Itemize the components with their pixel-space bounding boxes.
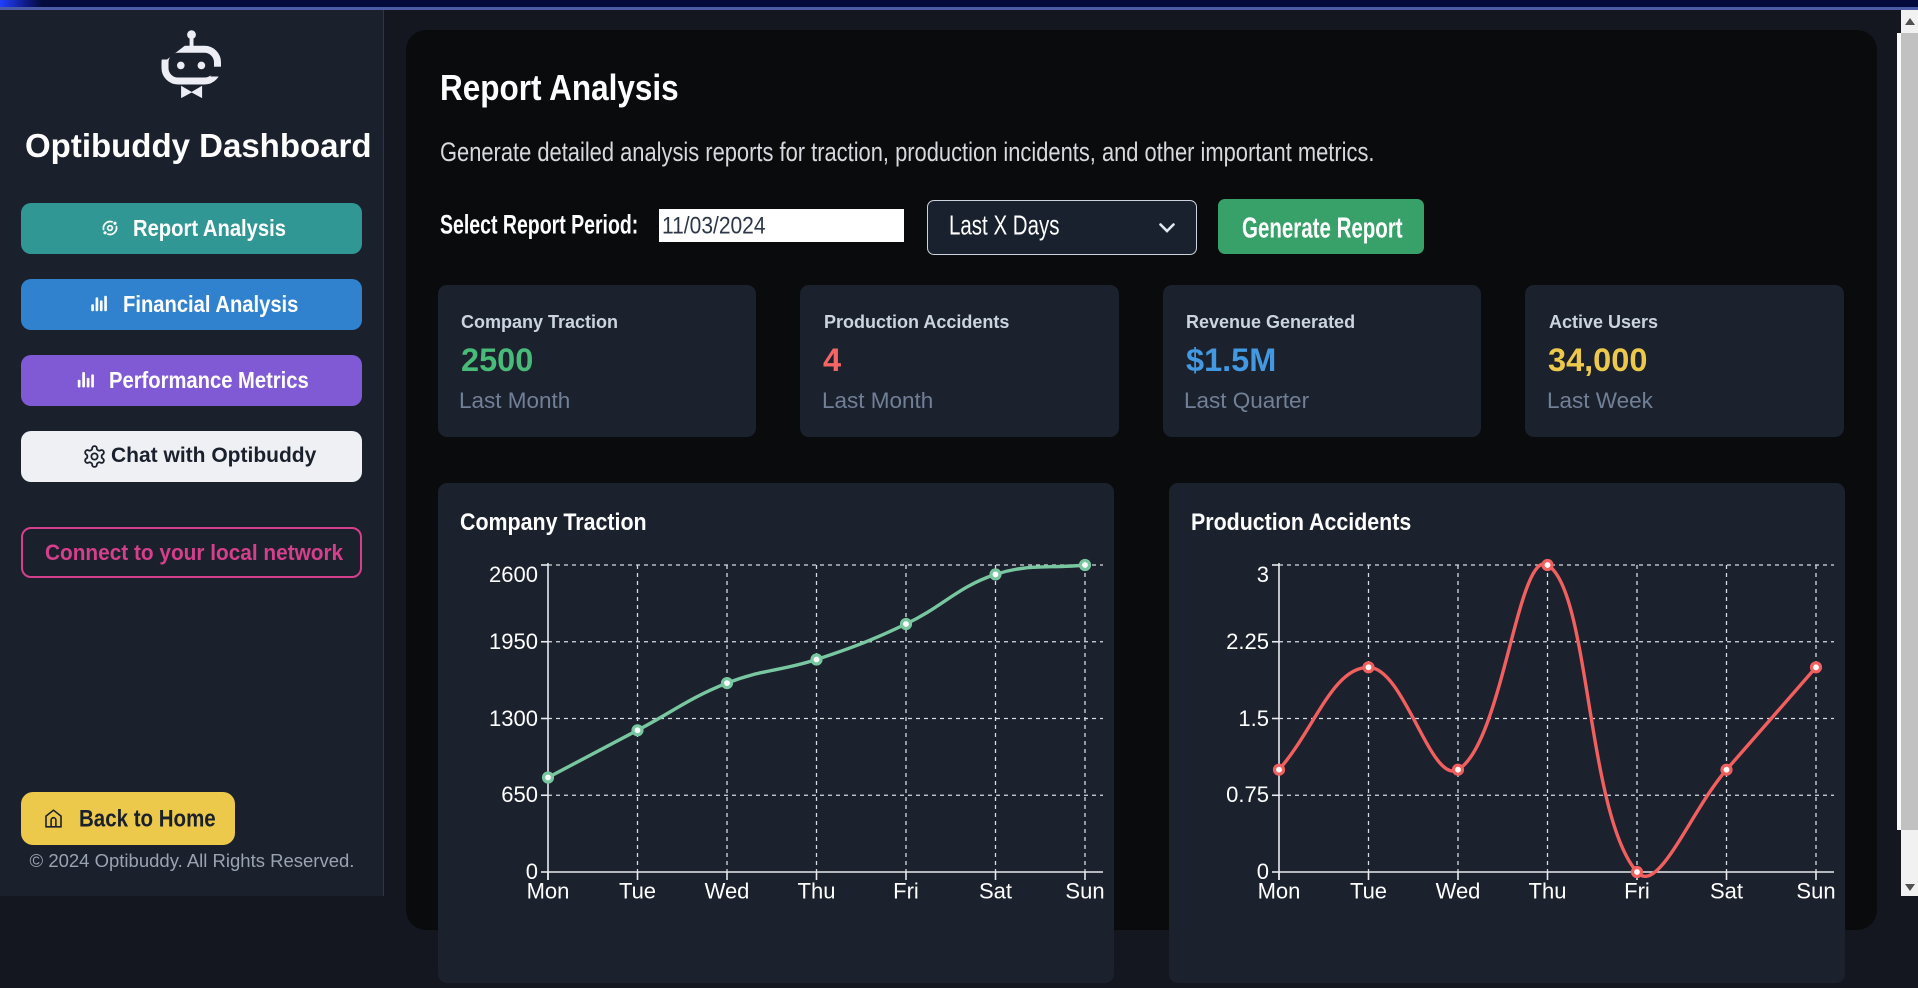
svg-text:650: 650	[501, 782, 538, 807]
svg-text:Wed: Wed	[704, 879, 749, 904]
svg-text:Thu: Thu	[797, 879, 835, 904]
svg-text:Tue: Tue	[618, 879, 655, 904]
svg-text:1300: 1300	[489, 706, 538, 731]
svg-text:Thu: Thu	[1528, 879, 1566, 904]
svg-text:Sat: Sat	[978, 879, 1011, 904]
svg-text:Wed: Wed	[1435, 879, 1480, 904]
svg-text:0.75: 0.75	[1226, 782, 1269, 807]
svg-text:3: 3	[1256, 562, 1268, 587]
svg-text:1.5: 1.5	[1238, 706, 1269, 731]
svg-text:0: 0	[525, 859, 537, 884]
svg-text:Sun: Sun	[1065, 879, 1104, 904]
svg-text:2600: 2600	[489, 562, 538, 587]
svg-text:Mon: Mon	[1257, 879, 1300, 904]
svg-text:Sat: Sat	[1709, 879, 1742, 904]
svg-text:Mon: Mon	[526, 879, 569, 904]
svg-text:Tue: Tue	[1349, 879, 1386, 904]
svg-text:0: 0	[1256, 859, 1268, 884]
svg-text:Fri: Fri	[893, 879, 919, 904]
svg-text:2.25: 2.25	[1226, 629, 1269, 654]
svg-text:Sun: Sun	[1796, 879, 1835, 904]
svg-text:1950: 1950	[489, 629, 538, 654]
svg-text:Fri: Fri	[1624, 879, 1650, 904]
